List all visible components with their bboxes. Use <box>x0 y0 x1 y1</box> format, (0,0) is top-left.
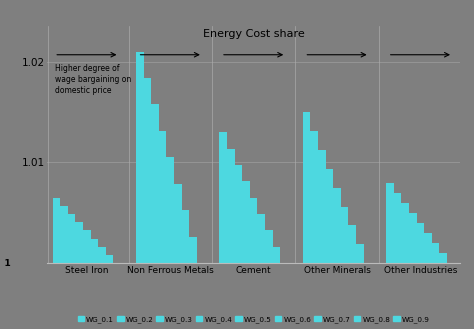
Bar <box>424 233 432 263</box>
Bar <box>53 198 60 263</box>
Bar <box>83 230 91 263</box>
Bar <box>227 148 235 263</box>
Bar <box>417 223 424 263</box>
Bar <box>318 150 326 263</box>
Bar <box>439 253 447 263</box>
Bar <box>326 169 333 263</box>
Bar <box>356 244 364 263</box>
Bar <box>348 225 356 263</box>
Bar <box>98 247 106 263</box>
Bar <box>174 184 182 263</box>
Bar <box>75 222 83 263</box>
Bar <box>136 52 144 263</box>
Legend: WG_0.1, WG_0.2, WG_0.3, WG_0.4, WG_0.5, WG_0.6, WG_0.7, WG_0.8, WG_0.9: WG_0.1, WG_0.2, WG_0.3, WG_0.4, WG_0.5, … <box>75 313 432 326</box>
Bar <box>189 237 197 263</box>
Bar <box>265 230 273 263</box>
Bar <box>68 214 75 263</box>
Bar <box>310 131 318 263</box>
Bar <box>273 247 280 263</box>
Text: Energy Cost share: Energy Cost share <box>203 29 304 39</box>
Bar <box>394 193 401 263</box>
Bar <box>250 198 257 263</box>
Bar <box>182 210 189 263</box>
Bar <box>409 213 417 263</box>
Bar <box>60 206 68 263</box>
Bar <box>432 243 439 263</box>
Bar <box>151 104 159 263</box>
Bar <box>159 131 166 263</box>
Bar <box>242 181 250 263</box>
Bar <box>106 255 113 263</box>
Bar <box>341 207 348 263</box>
Bar <box>386 183 394 263</box>
Bar <box>235 165 242 263</box>
Bar <box>333 188 341 263</box>
Bar <box>219 132 227 263</box>
Bar <box>144 78 151 263</box>
Text: REF:  1: REF: 1 <box>0 259 10 268</box>
Bar <box>401 203 409 263</box>
Bar <box>257 214 265 263</box>
Bar <box>91 239 98 263</box>
Bar <box>303 112 310 263</box>
Bar <box>166 157 174 263</box>
Text: Higher degree of
wage bargaining on
domestic price: Higher degree of wage bargaining on dome… <box>55 64 131 95</box>
